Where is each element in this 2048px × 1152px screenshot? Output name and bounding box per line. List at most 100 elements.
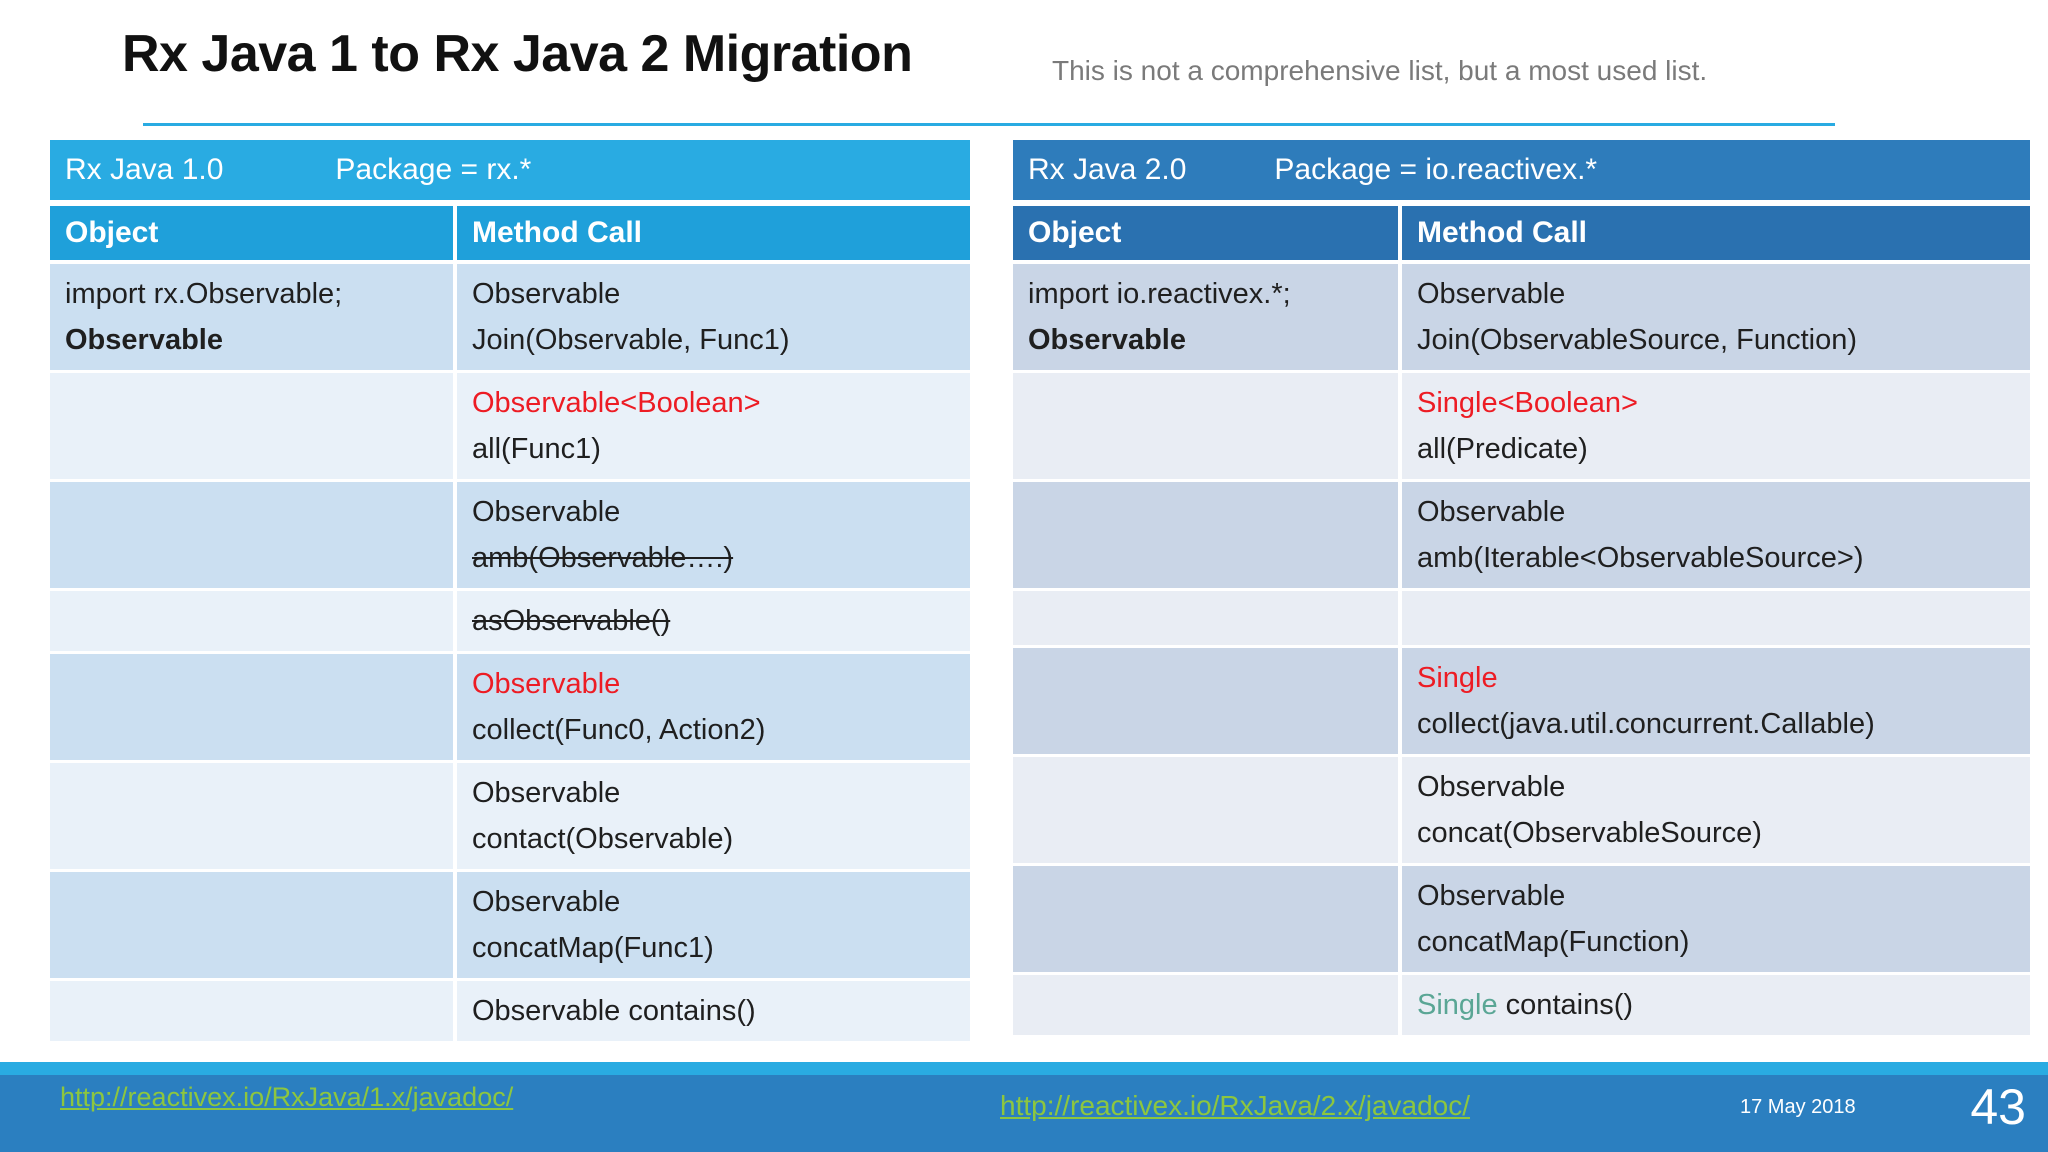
page-title: Rx Java 1 to Rx Java 2 Migration bbox=[122, 25, 913, 83]
column-header-method: Method Call bbox=[1402, 206, 2030, 260]
table-row: Observable<Boolean> all(Func1) bbox=[50, 373, 970, 479]
method-cell: Observable amb(Iterable<ObservableSource>… bbox=[1402, 482, 2030, 588]
method-cell bbox=[1402, 591, 2030, 645]
method-cell: Observable<Boolean> all(Func1) bbox=[457, 373, 970, 479]
cell-line: Join(Observable, Func1) bbox=[472, 317, 960, 363]
table-row bbox=[1013, 591, 2030, 645]
rxjava1-table-band: Rx Java 1.0 Package = rx.* bbox=[50, 140, 970, 200]
object-cell: import rx.Observable; Observable bbox=[50, 264, 453, 370]
cell-line: amb(Iterable<ObservableSource>) bbox=[1417, 535, 2020, 581]
cell-text-segment: all(Predicate) bbox=[1417, 433, 1588, 465]
table-row: Observable contact(Observable) bbox=[50, 763, 970, 869]
object-cell bbox=[1013, 866, 1398, 972]
cell-line: Observable bbox=[1417, 873, 2020, 919]
cell-text-segment: Single<Boolean> bbox=[1417, 387, 1638, 419]
cell-line: concatMap(Function) bbox=[1417, 919, 2020, 965]
cell-text-segment: Observable<Boolean> bbox=[472, 387, 761, 419]
cell-line: concatMap(Func1) bbox=[472, 925, 960, 971]
cell-text-segment: Observable bbox=[1417, 278, 1566, 310]
cell-text-segment: Join(Observable, Func1) bbox=[472, 324, 790, 356]
object-cell bbox=[50, 981, 453, 1041]
javadoc-1x-link[interactable]: http://reactivex.io/RxJava/1.x/javadoc/ bbox=[60, 1082, 514, 1112]
cell-line: Observable bbox=[1417, 271, 2020, 317]
method-cell: Observable concat(ObservableSource) bbox=[1402, 757, 2030, 863]
table-row: Observable concat(ObservableSource) bbox=[1013, 757, 2030, 863]
cell-text-segment: Observable bbox=[65, 324, 223, 356]
table-row: Observable collect(Func0, Action2) bbox=[50, 654, 970, 760]
object-cell bbox=[50, 763, 453, 869]
cell-line: Observable<Boolean> bbox=[472, 380, 960, 426]
method-cell: Single collect(java.util.concurrent.Calla… bbox=[1402, 648, 2030, 754]
slide-page-number: 43 bbox=[1970, 1079, 2026, 1135]
table-row: Observable amb(Iterable<ObservableSource>… bbox=[1013, 482, 2030, 588]
cell-line: Observable bbox=[1417, 764, 2020, 810]
cell-line: Observable bbox=[472, 489, 960, 535]
cell-text-segment: amb(Iterable<ObservableSource>) bbox=[1417, 542, 1864, 574]
table-row: Observable concatMap(Func1) bbox=[50, 872, 970, 978]
band-package-label: Package = rx.* bbox=[335, 153, 532, 186]
cell-text-segment: Observable bbox=[472, 777, 621, 809]
cell-line: collect(Func0, Action2) bbox=[472, 707, 960, 753]
javadoc-2x-link[interactable]: http://reactivex.io/RxJava/2.x/javadoc/ bbox=[1000, 1090, 1470, 1121]
cell-line: all(Predicate) bbox=[1417, 426, 2020, 472]
cell-line: Observable bbox=[1417, 489, 2020, 535]
rxjava2-table: Rx Java 2.0 Package = io.reactivex.* Obj… bbox=[1013, 140, 2030, 1038]
object-cell bbox=[1013, 482, 1398, 588]
cell-text-segment: concat(ObservableSource) bbox=[1417, 817, 1762, 849]
method-cell: Observable contains() bbox=[457, 981, 970, 1041]
table-row: Observable concatMap(Function) bbox=[1013, 866, 2030, 972]
column-header-row: Object Method Call bbox=[50, 206, 970, 260]
table-row: Single contains() bbox=[1013, 975, 2030, 1035]
column-header-object: Object bbox=[50, 206, 453, 260]
footer-accent-stripe bbox=[0, 1062, 2048, 1075]
rxjava2-table-band: Rx Java 2.0 Package = io.reactivex.* bbox=[1013, 140, 2030, 200]
band-version-label: Rx Java 2.0 bbox=[1028, 153, 1187, 186]
cell-text-segment: Observable bbox=[1028, 324, 1186, 356]
cell-text-segment: collect(Func0, Action2) bbox=[472, 714, 766, 746]
object-cell bbox=[1013, 591, 1398, 645]
cell-text-segment: contact(Observable) bbox=[472, 823, 734, 855]
cell-text-segment: Join(ObservableSource, Function) bbox=[1417, 324, 1858, 356]
cell-line: all(Func1) bbox=[472, 426, 960, 472]
band-version-label: Rx Java 1.0 bbox=[65, 153, 224, 186]
cell-text-segment: Single bbox=[1417, 662, 1498, 694]
cell-line: Join(ObservableSource, Function) bbox=[1417, 317, 2020, 363]
rxjava2-table-body: import io.reactivex.*; Observable Observab… bbox=[1013, 264, 2030, 1035]
cell-line: import io.reactivex.*; bbox=[1028, 271, 1388, 317]
cell-line: Observable bbox=[65, 317, 443, 363]
table-row: import io.reactivex.*; Observable Observab… bbox=[1013, 264, 2030, 370]
method-cell: Single contains() bbox=[1402, 975, 2030, 1035]
table-row: Single collect(java.util.concurrent.Calla… bbox=[1013, 648, 2030, 754]
rxjava1-table: Rx Java 1.0 Package = rx.* Object Method… bbox=[50, 140, 970, 1044]
table-row: Single<Boolean> all(Predicate) bbox=[1013, 373, 2030, 479]
cell-text-segment: concatMap(Function) bbox=[1417, 926, 1690, 958]
column-header-method: Method Call bbox=[457, 206, 970, 260]
object-cell bbox=[50, 654, 453, 760]
cell-line: Observable contains() bbox=[472, 988, 960, 1034]
table-row: Observable contains() bbox=[50, 981, 970, 1041]
cell-text-segment: contains() bbox=[1497, 989, 1634, 1021]
cell-line: Single<Boolean> bbox=[1417, 380, 2020, 426]
table-row: Observable amb(Observable….) bbox=[50, 482, 970, 588]
method-cell: asObservable() bbox=[457, 591, 970, 651]
method-cell: Observable concatMap(Func1) bbox=[457, 872, 970, 978]
method-cell: Observable collect(Func0, Action2) bbox=[457, 654, 970, 760]
cell-text-segment: asObservable() bbox=[472, 605, 671, 637]
cell-line: Observable bbox=[472, 661, 960, 707]
object-cell bbox=[50, 373, 453, 479]
cell-text-segment: Observable bbox=[472, 668, 621, 700]
object-cell bbox=[1013, 373, 1398, 479]
object-cell bbox=[1013, 757, 1398, 863]
cell-text-segment: collect(java.util.concurrent.Callable) bbox=[1417, 708, 1875, 740]
cell-text-segment: import rx.Observable; bbox=[65, 278, 343, 310]
column-header-row: Object Method Call bbox=[1013, 206, 2030, 260]
object-cell bbox=[50, 872, 453, 978]
cell-text-segment: amb(Observable….) bbox=[472, 542, 734, 574]
cell-line: concat(ObservableSource) bbox=[1417, 810, 2020, 856]
cell-text-segment: concatMap(Func1) bbox=[472, 932, 714, 964]
cell-line: Single bbox=[1417, 655, 2020, 701]
cell-text-segment: Observable bbox=[1417, 496, 1566, 528]
cell-text-segment: Observable bbox=[1417, 880, 1566, 912]
cell-line: Observable bbox=[472, 271, 960, 317]
